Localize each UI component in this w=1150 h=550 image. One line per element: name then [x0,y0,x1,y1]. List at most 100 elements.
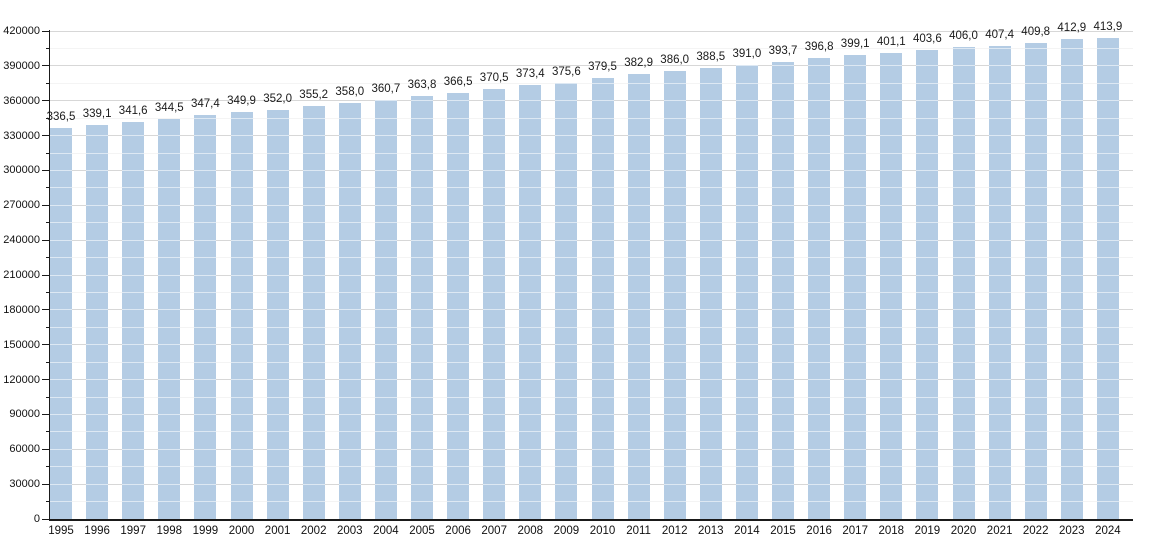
bar [158,118,181,519]
x-axis-label: 2002 [300,525,327,537]
bar-value-label: 363,8 [407,79,437,92]
gridline-overlay [50,396,1133,398]
gridline-overlay [50,30,1133,32]
bar [844,55,867,519]
gridline-overlay [50,135,1133,137]
x-axis-label: 2008 [517,525,544,537]
bar [519,85,542,519]
y-tick-major [42,344,50,346]
y-axis-label: 210000 [3,269,40,281]
gridline-overlay [50,100,1133,102]
y-axis-label: 60000 [9,443,40,456]
bar-value-label: 370,5 [479,71,509,84]
gridline-overlay [50,274,1133,276]
bar [591,78,614,519]
x-axis-label: 2000 [228,525,255,537]
gridline-overlay [50,466,1133,468]
y-tick-minor [46,222,50,224]
y-tick-minor [46,187,50,189]
x-axis-label: 2015 [770,525,796,537]
bar-value-label: 373,4 [515,68,545,81]
bar-value-label: 413,9 [1093,21,1123,34]
x-axis-label: 2021 [986,525,1013,537]
x-axis-label: 2017 [842,525,868,537]
x-axis-label: 1997 [120,525,146,537]
y-tick-major [42,413,50,415]
x-axis-label: 2014 [734,525,760,537]
bar-value-label: 399,1 [840,38,870,51]
y-axis-label: 30000 [9,478,40,491]
x-axis-label: 2016 [806,525,832,537]
y-axis-label: 0 [33,513,40,525]
x-axis-label: 2018 [878,525,905,537]
bar [1096,38,1119,519]
bar [483,88,506,519]
y-tick-minor [46,152,50,154]
x-axis-label: 2004 [373,525,399,537]
bar-value-label: 375,6 [552,65,581,78]
bar [266,110,289,519]
gridline-overlay [50,47,1133,49]
gridline-overlay [50,257,1133,259]
bar-value-label: 360,7 [371,82,401,95]
gridline-overlay [50,413,1133,415]
bar [663,70,686,519]
bar-value-label: 403,6 [913,33,942,46]
y-axis-label: 240000 [3,234,40,247]
y-tick-minor [46,47,50,49]
bar-value-label: 388,5 [696,50,726,63]
x-axis-label: 2012 [661,525,688,537]
bar-value-label: 391,0 [732,47,762,60]
y-tick-major [42,204,50,206]
gridline-overlay [50,501,1133,503]
gridline-overlay [50,204,1133,206]
bar-value-label: 358,0 [335,86,365,99]
y-tick-minor [46,82,50,84]
x-axis-label: 2013 [698,525,724,537]
y-tick-minor [46,117,50,119]
y-tick-minor [46,466,50,468]
gridline-overlay [50,187,1133,189]
bar-value-label: 352,0 [263,93,292,105]
bar [1024,42,1047,519]
gridline-overlay [50,344,1133,346]
y-axis-label: 150000 [3,338,40,351]
bar-value-label: 341,6 [118,105,148,118]
y-tick-major [42,483,50,485]
bar [952,47,975,519]
x-axis-label: 2019 [914,525,941,537]
x-axis-label: 2022 [1022,525,1049,537]
bar-value-label: 412,9 [1057,22,1087,35]
bar [86,124,109,519]
bar-value-label: 409,8 [1021,25,1051,38]
bar [338,103,361,519]
y-tick-minor [46,291,50,293]
y-tick-minor [46,326,50,328]
bar [808,57,831,519]
x-axis-label: 1996 [84,525,110,537]
y-tick-major [42,309,50,311]
bar-value-label: 347,4 [191,98,220,111]
y-tick-minor [46,501,50,503]
bar [627,74,650,519]
gridline-overlay [50,291,1133,293]
bar-value-label: 349,9 [227,95,256,108]
y-tick-minor [46,257,50,259]
bar-value-label: 379,5 [588,61,617,74]
bar-value-label: 382,9 [624,57,653,70]
gridline-overlay [50,117,1133,119]
x-axis-label: 2006 [445,525,471,537]
gridline-overlay [50,152,1133,154]
y-tick-major [42,30,50,32]
y-axis-label: 420000 [3,25,40,37]
x-axis-label: 2005 [409,525,435,537]
y-tick-major [42,100,50,102]
y-tick-major [42,274,50,276]
y-axis-label: 120000 [3,373,40,386]
x-axis-line [48,518,1133,521]
y-axis-label: 390000 [3,59,40,72]
bar-value-label: 407,4 [985,28,1014,41]
gridline-overlay [50,239,1133,241]
bar-value-label: 386,0 [660,53,690,66]
